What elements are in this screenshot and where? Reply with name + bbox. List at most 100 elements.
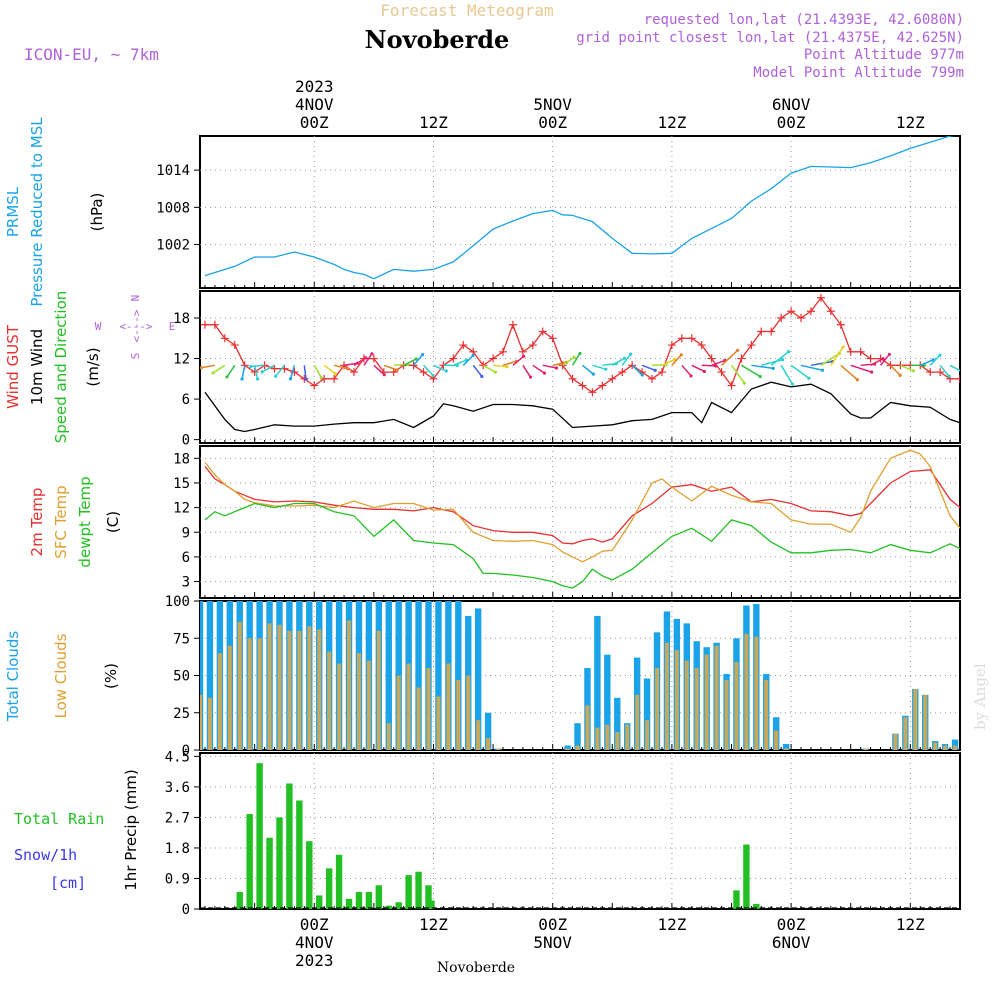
gust-marker xyxy=(936,368,945,377)
wind-arrow xyxy=(889,364,901,376)
low-cloud-bar xyxy=(376,630,381,750)
wind-arrow-head xyxy=(554,366,559,370)
low-cloud-bar xyxy=(943,745,948,750)
rain-bar xyxy=(236,892,243,909)
compass-letter: S xyxy=(129,353,142,360)
wind-arrow-head xyxy=(364,356,368,360)
wind-arrow xyxy=(552,361,567,367)
wind-arrow-head xyxy=(211,371,215,375)
total-cloud-bar xyxy=(455,601,462,750)
wind-arrow-head xyxy=(493,370,497,374)
rain-bar xyxy=(365,892,373,909)
wind-arrow-head xyxy=(807,376,811,380)
bottom-time-label: 12Z xyxy=(419,915,448,934)
wind-arrow-head xyxy=(622,356,627,360)
temperature-panel: 3 6 9 12 15 18 2m Temp SFC Temp dewpt Temp (C) xyxy=(28,445,961,599)
low-cloud-bar xyxy=(724,679,729,750)
top-time-label: 00Z xyxy=(538,113,567,132)
gust-marker xyxy=(419,368,428,377)
wind-arrow xyxy=(730,364,746,384)
low-cloud-bar xyxy=(605,724,610,750)
wind-arrow xyxy=(571,353,581,366)
low-cloud-bar xyxy=(903,717,908,750)
rain-bar xyxy=(375,885,383,909)
wind-arrow xyxy=(462,354,474,366)
ytick-label: 2.7 xyxy=(165,810,190,826)
wind-arrow xyxy=(761,358,783,367)
wind-arrow-head xyxy=(780,358,785,362)
wind-arrow xyxy=(502,360,517,367)
wind-arrow xyxy=(212,364,226,374)
rain-bar xyxy=(425,885,432,909)
rain-bar xyxy=(385,905,392,909)
gust-marker xyxy=(310,381,319,390)
compass-letter: E xyxy=(169,320,176,333)
requested-coords: requested lon,lat (21.4393E, 42.6080N) xyxy=(644,12,964,28)
wind-arrow xyxy=(870,358,884,366)
low-cloud-bar xyxy=(645,720,650,750)
ytick-label: 15 xyxy=(173,476,190,492)
wind-arrow-head xyxy=(522,354,526,358)
gust-marker xyxy=(489,354,498,363)
panels: 1002 1008 1014 PRMSL Pressure Reduced to MSL… xyxy=(4,117,964,918)
ylabel: (C) xyxy=(104,511,122,533)
wind-arrow-head xyxy=(528,375,533,379)
low-cloud-bar xyxy=(694,668,699,750)
wind-arrow xyxy=(482,364,496,373)
wind-arrow xyxy=(711,359,726,367)
wind-arrow xyxy=(592,364,607,370)
gust-marker xyxy=(618,368,627,377)
compass-letter: W xyxy=(95,320,102,333)
wind-arrow xyxy=(383,364,398,371)
wind-arrow xyxy=(929,354,941,366)
wind-arrow xyxy=(522,364,532,378)
wind-arrow xyxy=(582,364,594,375)
wind-arrow-head xyxy=(288,377,293,381)
low-cloud-bar xyxy=(267,623,272,750)
gust-marker xyxy=(479,361,488,370)
wind-arrow xyxy=(751,364,774,370)
wind-arrow xyxy=(611,357,625,366)
low-cloud-bar xyxy=(496,748,501,750)
bottom-time-label: 12Z xyxy=(657,915,686,934)
precip-data xyxy=(200,763,960,909)
low-cloud-bar xyxy=(754,636,759,750)
wind-arrow-head xyxy=(604,367,608,371)
gust-marker xyxy=(787,307,796,316)
total-cloud-bar xyxy=(385,601,392,750)
wind-arrow-head xyxy=(961,370,964,373)
wind-arrow-head xyxy=(304,377,308,381)
rain-bar xyxy=(316,895,323,909)
wind-arrow-head xyxy=(855,378,859,382)
gust-marker xyxy=(608,374,617,383)
wind-arrow xyxy=(820,352,840,366)
rain-bar xyxy=(276,817,283,909)
wind-arrow xyxy=(200,364,216,369)
total-cloud-bar xyxy=(782,744,790,750)
total-cloud-bar xyxy=(564,745,571,750)
pressure-panel: 1002 1008 1014 PRMSL Pressure Reduced to MSL… xyxy=(4,117,961,307)
low-cloud-bar xyxy=(237,621,242,750)
wind-arrow xyxy=(532,364,545,374)
wind-arrow-head xyxy=(333,372,337,376)
wind-arrow xyxy=(691,364,705,373)
wind-arrow xyxy=(840,364,858,381)
total-cloud-bar xyxy=(574,723,581,750)
station-title: Novoberde xyxy=(365,25,510,54)
wind-arrow xyxy=(800,364,823,371)
total-cloud-bar xyxy=(474,608,482,750)
ylabel: PRMSL xyxy=(4,186,22,237)
total-cloud-bar xyxy=(435,601,442,750)
low-cloud-bar xyxy=(446,663,451,750)
rain-bar xyxy=(753,903,760,909)
low-cloud-bar xyxy=(923,694,928,750)
low-cloud-bar xyxy=(456,679,461,750)
top-time-label: 5NOV xyxy=(533,95,572,114)
wind-arrow xyxy=(900,364,914,372)
gust-marker xyxy=(230,341,239,350)
total-cloud-bar xyxy=(200,601,204,750)
low-cloud-bar xyxy=(933,742,938,750)
low-cloud-bar xyxy=(426,668,431,750)
gust-marker xyxy=(518,347,527,356)
